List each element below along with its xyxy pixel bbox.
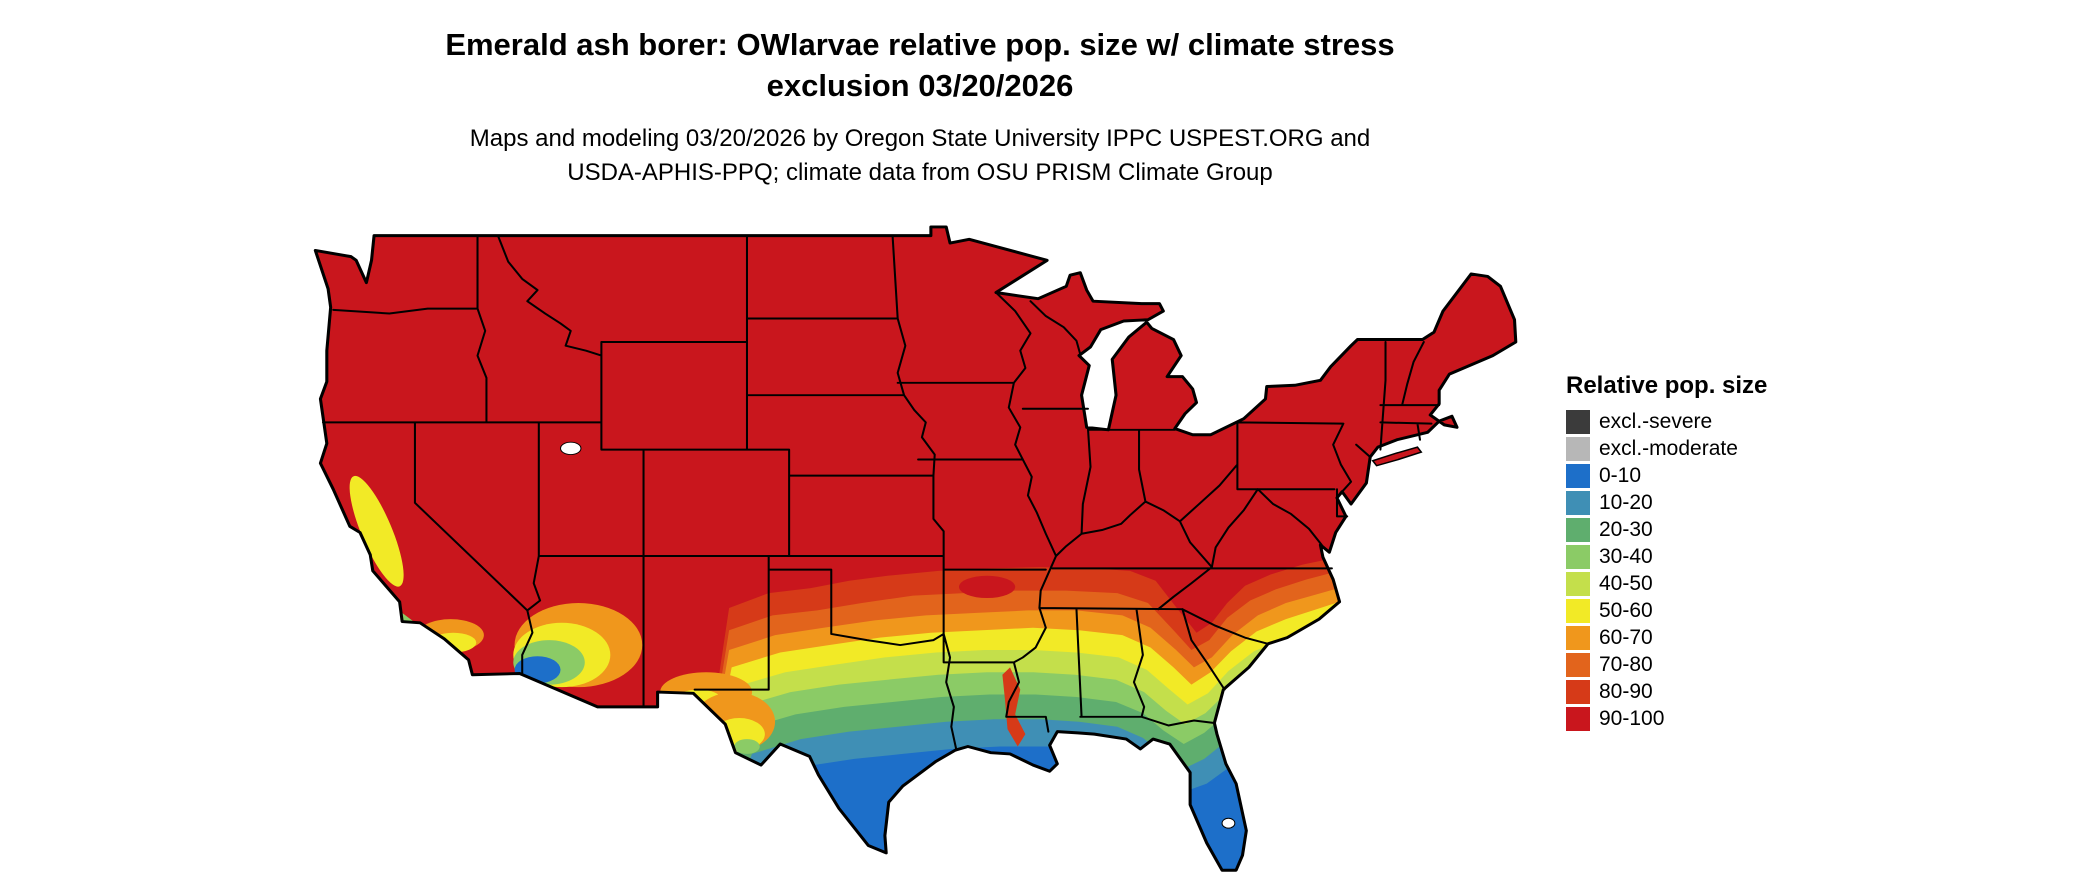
legend-swatch-icon xyxy=(1566,464,1590,488)
legend-swatch-icon xyxy=(1566,572,1590,596)
page-subtitle: Maps and modeling 03/20/2026 by Oregon S… xyxy=(0,122,1840,190)
legend-swatch xyxy=(1566,680,1590,704)
legend-label: 40-50 xyxy=(1599,572,1653,595)
legend-item-60-70: 60-70 xyxy=(1566,626,1846,650)
legend-swatch xyxy=(1566,518,1590,542)
legend-label: 10-20 xyxy=(1599,491,1653,514)
patch-central-valley xyxy=(349,475,404,587)
patch-westtexas-green xyxy=(734,739,760,754)
legend-swatch xyxy=(1566,491,1590,515)
legend-swatch-icon xyxy=(1566,599,1590,623)
legend-item-10-20: 10-20 xyxy=(1566,491,1846,515)
legend-label: 70-80 xyxy=(1599,653,1653,676)
legend-label: 20-30 xyxy=(1599,518,1653,541)
legend-label: 30-40 xyxy=(1599,545,1653,568)
legend-swatch xyxy=(1566,410,1590,434)
page-title: Emerald ash borer: OWlarvae relative pop… xyxy=(0,24,1840,106)
legend-item-excl-severe: excl.-severe xyxy=(1566,410,1846,434)
legend-item-0-10: 0-10 xyxy=(1566,464,1846,488)
patch-mississippi-valley xyxy=(1002,667,1026,747)
legend-swatch-icon xyxy=(1566,518,1590,542)
legend-swatch xyxy=(1566,464,1590,488)
legend-item-30-40: 30-40 xyxy=(1566,545,1846,569)
legend-item-excl-moderate: excl.-moderate xyxy=(1566,437,1846,461)
legend-label: 0-10 xyxy=(1599,464,1642,487)
lake-okeechobee xyxy=(1221,817,1236,829)
page-subtitle-line2: USDA-APHIS-PPQ; climate data from OSU PR… xyxy=(567,159,1273,186)
patch-ozark-red xyxy=(958,575,1016,599)
legend-swatch-icon xyxy=(1566,410,1590,434)
legend-label: 80-90 xyxy=(1599,680,1653,703)
legend-title: Relative pop. size xyxy=(1566,372,1768,399)
legend-swatch xyxy=(1566,437,1590,461)
page-subtitle-line1: Maps and modeling 03/20/2026 by Oregon S… xyxy=(469,125,1371,152)
legend-item-50-60: 50-60 xyxy=(1566,599,1846,623)
page-title-line2: exclusion 03/20/2026 xyxy=(766,68,1074,103)
legend-swatch xyxy=(1566,707,1590,731)
legend-swatch xyxy=(1566,653,1590,677)
legend-swatch xyxy=(1566,599,1590,623)
legend-swatch-icon xyxy=(1566,545,1590,569)
legend-swatch-icon xyxy=(1566,437,1590,461)
legend-item-40-50: 40-50 xyxy=(1566,572,1846,596)
legend-label: 50-60 xyxy=(1599,599,1653,622)
legend-swatch-icon xyxy=(1566,707,1590,731)
legend-label: 90-100 xyxy=(1599,707,1665,730)
legend-label: excl.-severe xyxy=(1599,410,1713,433)
legend-swatch xyxy=(1566,626,1590,650)
legend-swatch-icon xyxy=(1566,626,1590,650)
legend-item-20-30: 20-30 xyxy=(1566,518,1846,542)
conus-outline xyxy=(313,225,1518,872)
legend-swatch-icon xyxy=(1566,491,1590,515)
page-title-line1: Emerald ash borer: OWlarvae relative pop… xyxy=(445,27,1395,62)
legend: Relative pop. size excl.-severe excl.-mo… xyxy=(1566,372,1846,734)
legend-swatch-icon xyxy=(1566,653,1590,677)
legend-swatch xyxy=(1566,545,1590,569)
patch-riogrande-blue xyxy=(773,758,797,769)
legend-item-70-80: 70-80 xyxy=(1566,653,1846,677)
state-borders xyxy=(321,234,1441,752)
legend-label: 60-70 xyxy=(1599,626,1653,649)
legend-label: excl.-moderate xyxy=(1599,437,1738,460)
legend-swatch xyxy=(1566,572,1590,596)
us-map xyxy=(313,225,1518,872)
great-salt-lake xyxy=(560,441,582,456)
legend-item-90-100: 90-100 xyxy=(1566,707,1846,731)
long-island xyxy=(1371,446,1423,467)
legend-item-80-90: 80-90 xyxy=(1566,680,1846,704)
legend-swatch-icon xyxy=(1566,680,1590,704)
